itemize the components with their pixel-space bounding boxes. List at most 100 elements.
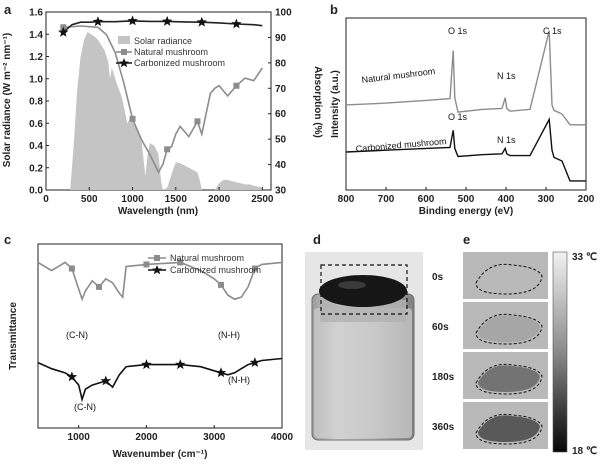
xps-natural-line — [345, 30, 586, 126]
carbonized-marker — [58, 26, 69, 37]
panel-a-xtick-label: 1000 — [121, 194, 144, 205]
thermal-image — [463, 302, 548, 349]
heated-region — [478, 415, 540, 442]
scale-min-label: 18 ℃ — [572, 446, 597, 457]
carbonized-marker — [127, 15, 138, 26]
panel-c-xtick-label: 3000 — [203, 432, 226, 443]
ftir-carbonized-marker — [141, 359, 152, 370]
natural-marker — [233, 82, 240, 89]
ftir-natural-marker — [251, 265, 258, 272]
carbonized-marker — [196, 16, 207, 27]
panel-a-ytick-label: 0.4 — [29, 141, 43, 152]
carbonized-mushroom-markers — [58, 15, 242, 37]
legend-marker-carbonized — [119, 58, 129, 68]
ftir-natural-marker — [218, 281, 224, 288]
panel-a-xtick-label: 0 — [43, 194, 49, 205]
ftir-carbonized-line — [37, 357, 283, 403]
ftir-carbonized-marker — [175, 359, 186, 370]
panel-b-xtick-label: 700 — [378, 194, 395, 205]
panel-a-ytick-right-label: 90 — [275, 33, 287, 44]
legend-marker-natural — [121, 49, 127, 55]
panel-a-ytick-label: 0.2 — [29, 163, 43, 174]
natural-marker — [129, 115, 136, 122]
panel-b-xlabel: Binding energy (eV) — [419, 206, 513, 217]
mushroom-outline — [475, 413, 543, 445]
mushroom-highlight — [338, 281, 366, 289]
ftir-carbonized-marker — [100, 375, 111, 386]
xps-n1s-label-top: N 1s — [497, 71, 516, 81]
panel-a-ytick-label: 0.0 — [29, 186, 43, 197]
natural-mushroom-line — [63, 25, 263, 174]
xps-n1s-label-bottom: N 1s — [497, 135, 516, 145]
thermal-frame: 360s — [432, 402, 548, 449]
panel-c-xtick-label: 2000 — [135, 432, 158, 443]
panel-a-ylabel-right: Absorption (%) — [312, 66, 323, 138]
carbonized-mushroom-photo — [319, 275, 407, 307]
panel-a-ytick-label: 1.0 — [29, 74, 43, 85]
ftir-natural-marker — [68, 265, 75, 272]
thermal-frame: 180s — [432, 352, 548, 399]
ftir-legend-carbonized: Carbonized mushroom — [170, 265, 261, 275]
ftir-natural-markers — [68, 259, 258, 290]
mushroom-outline — [475, 313, 543, 345]
dashed-highlight-box — [320, 264, 408, 315]
panel-a-xtick-label: 2500 — [251, 194, 274, 205]
ftir-carbonized-marker — [66, 371, 78, 382]
panel-c-legend: Natural mushroom Carbonized mushroom — [148, 253, 261, 275]
foam-layer — [320, 300, 406, 322]
panel-d-label: d — [313, 232, 321, 247]
panel-a-ytick-right-label: 70 — [275, 84, 287, 95]
panel-c-ylabel: Transmittance — [8, 302, 19, 370]
legend-swatch-solar — [118, 36, 130, 44]
ftir-legend-marker-carbonized — [152, 265, 162, 275]
ftir-natural-line — [37, 261, 283, 302]
heated-region — [478, 365, 540, 392]
xps-natural-label: Natural mushroom — [361, 66, 436, 85]
panel-a-ytick-right-label: 60 — [275, 109, 287, 120]
scale-max-label: 33 ℃ — [572, 252, 597, 263]
panel-b-xtick-label: 200 — [578, 194, 595, 205]
time-label: 0s — [432, 272, 444, 283]
mushroom-outline — [475, 363, 543, 395]
ftir-carbonized-marker — [215, 367, 227, 378]
panel-b-label: b — [330, 2, 338, 17]
ftir-natural-marker — [143, 261, 150, 268]
panel-b-xtick-label: 300 — [538, 194, 555, 205]
ftir-carbonized-markers — [66, 357, 261, 386]
panel-a-ytick-label: 1.2 — [29, 52, 43, 63]
panel-a-xtick-label: 2000 — [208, 194, 231, 205]
panel-a-ytick-right-label: 30 — [275, 186, 287, 197]
carbonized-marker — [92, 16, 104, 27]
thermal-frame: 60s — [432, 302, 548, 349]
panel-a-ylabel: Solar radiance (W m⁻² nm⁻¹) — [2, 33, 13, 167]
panel-c-frame — [37, 243, 283, 429]
panel-c-xlabel: Wavenumber (cm⁻¹) — [113, 449, 208, 460]
carbonized-mushroom-line — [62, 20, 263, 33]
panel-a-ytick-label: 0.6 — [29, 119, 43, 130]
panel-a-ytick-label: 1.6 — [29, 8, 43, 19]
xps-carbonized-label: Carbonized mushroom — [355, 136, 447, 154]
time-label: 60s — [432, 322, 449, 333]
time-label: 360s — [432, 422, 455, 433]
mushroom-outline — [475, 263, 543, 295]
panel-a-xlabel: Wavelength (nm) — [118, 206, 198, 217]
panel-c-label: c — [4, 232, 11, 247]
panel-a-ytick-right-label: 40 — [275, 160, 287, 171]
thermal-image — [463, 252, 548, 299]
heated-region — [478, 315, 540, 342]
panel-a-xtick-label: 1500 — [165, 194, 188, 205]
xps-o1s-label-top: O 1s — [448, 26, 468, 36]
panel-a-label: a — [4, 2, 12, 17]
ftir-legend-marker-natural — [154, 255, 160, 261]
panel-a-ytick-right-label: 80 — [275, 58, 287, 69]
xps-carbonized-line — [345, 116, 586, 182]
panel-c-xtick-label: 1000 — [68, 432, 91, 443]
ftir-cn-label-natural: (C-N) — [66, 330, 88, 340]
natural-marker — [164, 146, 171, 153]
ftir-cn-label-carbonized: (C-N) — [74, 402, 96, 412]
panel-b-xtick-label: 500 — [458, 194, 475, 205]
panel-a-legend: Solar radiance Natural mushroom Carboniz… — [116, 36, 225, 68]
thermal-frame: 0s — [432, 252, 548, 299]
solar-radiance-area — [70, 32, 263, 190]
